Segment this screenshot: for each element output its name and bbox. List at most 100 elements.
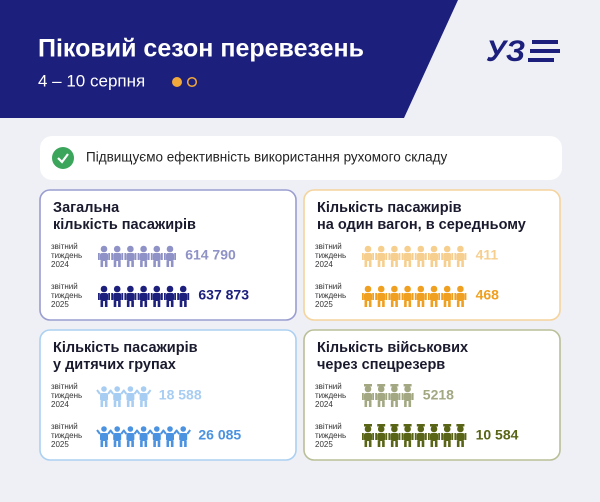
icon-leg [118,261,121,267]
icon-body [364,293,372,301]
icon-leg [179,441,183,447]
icon-leg [100,301,104,307]
icon-body [152,433,161,441]
icon-leg [390,261,394,267]
icon-head [364,425,372,433]
icon-arm [147,253,150,260]
icon-arm [161,253,163,260]
row-value: 26 085 [198,427,241,443]
icon-head [457,245,464,253]
icon-leg [153,261,156,267]
icon-arm [109,429,114,435]
icon-head [101,386,107,392]
icon-body [113,293,122,301]
panel-title: Кількість пасажирів [53,340,198,356]
header-band [0,0,458,118]
icon-leg [144,301,148,307]
row-label: 2024 [51,260,69,269]
icon-arm [150,253,153,260]
panel-title: у дитячих групах [53,357,176,373]
icon-leg [448,301,451,307]
icon-leg [184,441,187,447]
icon-arm [451,433,454,440]
icon-arm [175,429,180,435]
icon-body [416,293,425,301]
icon-leg [390,301,394,307]
icon-leg [434,261,438,267]
icon-body [430,253,438,261]
icon-arm [111,253,113,260]
icon-leg [434,441,438,447]
icon-leg [404,401,407,407]
icon-head [417,245,425,253]
row-label: тиждень [51,251,82,260]
icon-arm [411,393,414,400]
icon-body [416,253,425,261]
icon-leg [113,301,117,307]
icon-leg [404,441,407,447]
icon-leg [461,301,464,307]
icon-arm [454,293,457,300]
icon-cap [390,384,399,387]
row-label: звітний [315,242,342,251]
icon-leg [382,261,385,267]
row-label: звітний [51,422,78,431]
icon-head [166,245,174,253]
icon-leg [184,301,187,307]
icon-leg [157,301,161,307]
icon-leg [430,441,434,447]
banner [40,136,562,180]
icon-arm [425,293,427,300]
icon-leg [430,301,434,307]
icon-arm [372,433,374,440]
icon-arm [385,393,388,400]
logo: УЗ [486,35,560,68]
icon-leg [126,261,130,267]
icon-arm [362,393,364,400]
icon-head [417,285,425,293]
icon-leg [113,441,117,447]
icon-arm [438,253,440,260]
icon-leg [104,301,108,307]
icon-cap [443,424,452,427]
icon-leg [382,441,385,447]
icon-arm [134,293,137,300]
icon-head [457,425,464,433]
icon-leg [113,261,117,267]
icon-leg [131,401,134,407]
icon-arm [137,253,140,260]
icon-arm [401,293,404,300]
icon-leg [104,261,108,267]
icon-leg [461,261,464,267]
panel-title: Кількість пасажирів [317,200,462,216]
panel-title: Кількість військових [317,340,468,356]
icon-arm [162,429,167,435]
panel-title: на один вагон, в середньому [317,217,526,233]
icon-cap [364,384,372,387]
icon-cap [377,384,386,387]
icon-arm [174,253,176,260]
icon-body [403,393,412,401]
icon-head [113,285,121,293]
icon-arm [414,433,417,440]
row-label: тиждень [315,291,346,300]
icon-head [377,385,385,393]
icon-body [152,253,161,261]
icon-arm [454,433,457,440]
icon-leg [144,441,148,447]
icon-arm [425,433,427,440]
icon-head [443,245,451,253]
icon-head [113,245,121,253]
icon-arm [96,429,101,435]
icon-leg [368,401,372,407]
icon-body [152,293,161,301]
icon-head [179,285,187,293]
icon-leg [443,301,447,307]
row-label: звітний [51,242,78,251]
icon-arm [438,433,440,440]
icon-leg [170,301,174,307]
icon-leg [443,261,447,267]
icon-leg [443,441,447,447]
icon-head [100,285,108,293]
